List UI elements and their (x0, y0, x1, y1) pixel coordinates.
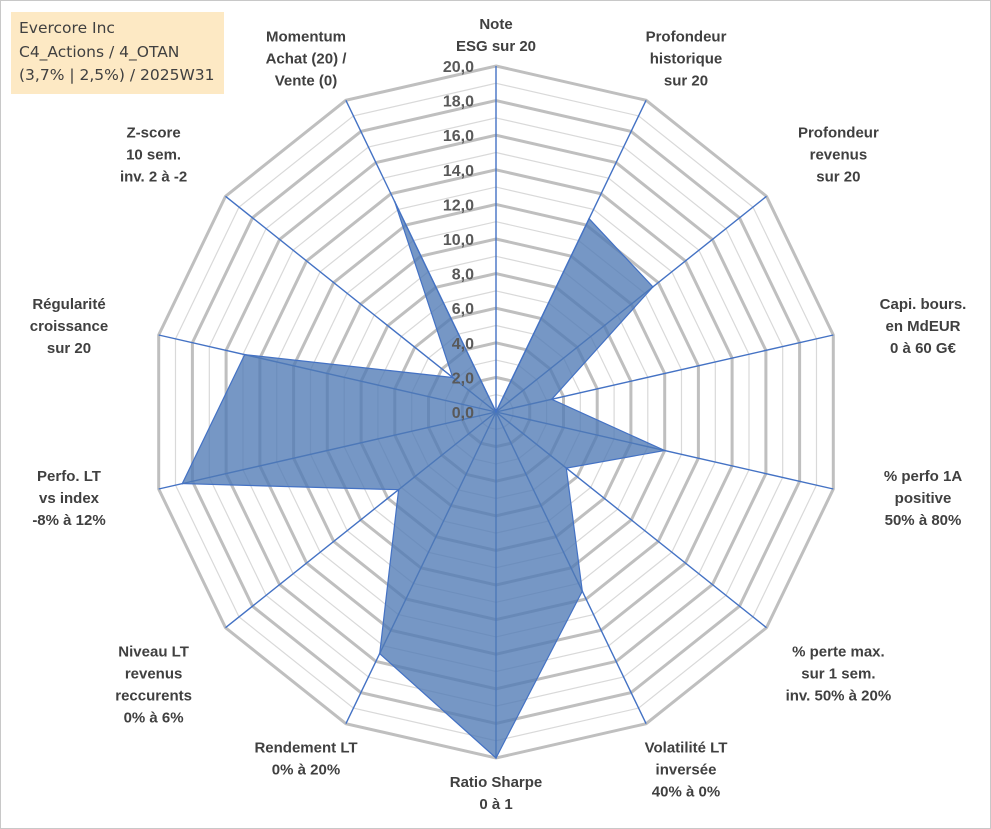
data-point (181, 482, 184, 485)
axis-label-line: revenus (810, 146, 868, 163)
axis-label: Régularité croissance sur 20 (30, 296, 108, 357)
tick-label: 12,0 (443, 197, 474, 214)
series-layer (181, 200, 667, 759)
stock-info-box: Evercore Inc C4_Actions / 4_OTAN (3,7% |… (11, 12, 224, 94)
axis-label-line: Note (479, 16, 512, 33)
tick-label: 6,0 (452, 301, 474, 318)
axis-label-line: Profondeur (798, 124, 879, 141)
axis-label-line: 10 sem. (126, 146, 181, 163)
tick-label: 16,0 (443, 128, 474, 145)
axis-label: % perte max. sur 1 sem. inv. 50% à 20% (786, 644, 892, 705)
axis-label-line: Niveau LT (118, 644, 189, 661)
axis-label-line: % perte max. (792, 644, 885, 661)
axis-label: Niveau LT revenus reccurents 0% à 6% (115, 644, 192, 727)
axis-label: Note ESG sur 20 (456, 16, 536, 55)
tick-label: 4,0 (452, 336, 474, 353)
portfolio-category: C4_Actions / 4_OTAN (19, 42, 180, 61)
data-point (550, 398, 553, 401)
data-point (663, 449, 666, 452)
axis-label-line: croissance (30, 318, 108, 335)
tick-label: 14,0 (443, 163, 474, 180)
axis-label: Ratio Sharpe 0 à 1 (450, 774, 543, 813)
axis-label-line: Achat (20) / (266, 50, 348, 67)
axis-label: Rendement LT 0% à 20% (254, 740, 357, 779)
data-point (588, 217, 590, 220)
axis-label-line: Momentum (266, 28, 346, 45)
axis-label-line: en MdEUR (886, 318, 961, 335)
axis-label-line: 50% à 80% (885, 512, 962, 529)
axis-label-line: 0% à 6% (124, 710, 184, 727)
axis-label-line: reccurents (115, 688, 192, 705)
axis-label-line: Rendement LT (254, 740, 357, 757)
axis-label: Profondeur historique sur 20 (646, 28, 727, 89)
tick-label: 2,0 (452, 370, 474, 387)
axis-label-line: Régularité (32, 296, 105, 313)
tick-label: 0,0 (452, 405, 474, 422)
axis-label-line: ESG sur 20 (456, 38, 536, 55)
data-point (652, 286, 654, 288)
tick-label: 10,0 (443, 232, 474, 249)
axis-label-line: inversée (656, 762, 717, 779)
axis-label: Volatilité LT inversée 40% à 0% (645, 740, 728, 801)
axis-label-line: % perfo 1A (884, 468, 963, 485)
axis-label-line: 0 à 1 (479, 796, 512, 813)
axis-label-line: 0 à 60 G€ (890, 340, 957, 357)
axis-label: Perfo. LT vs index -8% à 12% (32, 468, 105, 529)
axis-label: Capi. bours. en MdEUR 0 à 60 G€ (880, 296, 967, 357)
data-point (243, 353, 246, 356)
weights-and-week: (3,7% | 2,5%) / 2025W31 (19, 66, 215, 84)
data-point (581, 590, 584, 592)
axis-label-line: sur 20 (816, 168, 860, 185)
axis-label-line: 0% à 20% (272, 762, 340, 779)
data-point (495, 757, 497, 759)
data-point (495, 411, 497, 413)
axis-label: Z-score 10 sem. inv. 2 à -2 (120, 124, 187, 185)
axis-label: Profondeur revenus sur 20 (798, 124, 879, 185)
axis-label-line: inv. 2 à -2 (120, 168, 187, 185)
data-point (378, 652, 381, 655)
axis-label-line: revenus (125, 666, 183, 683)
radial-tick-labels: 0,0 2,0 4,0 6,0 8,0 10,0 12,0 14,0 16,0 18,0 20,0 (443, 59, 474, 422)
data-point (393, 200, 396, 203)
axis-label-line: Profondeur (646, 28, 727, 45)
axis-label-line: positive (895, 490, 952, 507)
axis-label-line: sur 20 (47, 340, 91, 357)
axis-label-line: Volatilité LT (645, 740, 728, 757)
data-point (565, 467, 568, 469)
tick-label: 18,0 (443, 94, 474, 111)
tick-label: 20,0 (443, 59, 474, 76)
axis-label-line: sur 20 (664, 72, 708, 89)
data-point (397, 488, 400, 491)
axis-label-line: inv. 50% à 20% (786, 688, 892, 705)
axis-label: % perfo 1A positive 50% à 80% (884, 468, 963, 529)
data-point (451, 376, 454, 379)
axis-label-line: Capi. bours. (880, 296, 967, 313)
axis-label: Momentum Achat (20) / Vente (0) (266, 28, 348, 89)
axis-label-line: 40% à 0% (652, 784, 720, 801)
axis-label-line: Perfo. LT (37, 468, 101, 485)
axis-label-line: sur 1 sem. (801, 666, 875, 683)
tick-label: 8,0 (452, 267, 474, 284)
company-name: Evercore Inc (19, 19, 115, 37)
axis-label-line: historique (650, 50, 723, 67)
axis-spoke (225, 195, 497, 413)
series-area (181, 201, 667, 759)
axis-label-line: Z-score (127, 124, 181, 141)
axis-label-line: Ratio Sharpe (450, 774, 543, 791)
axis-label-line: vs index (39, 490, 100, 507)
axis-label-line: Vente (0) (275, 72, 338, 89)
axis-label-line: -8% à 12% (32, 512, 105, 529)
axis-labels: Note ESG sur 20 Profondeur historique sur 20… (30, 16, 967, 813)
